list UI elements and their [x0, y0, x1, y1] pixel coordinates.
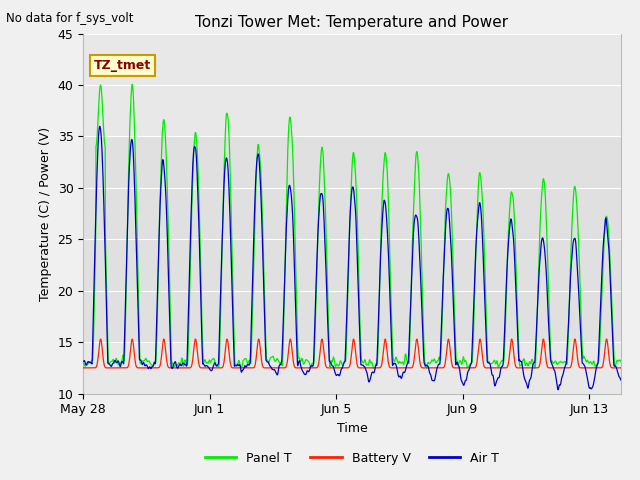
Text: No data for f_sys_volt: No data for f_sys_volt	[6, 12, 134, 25]
X-axis label: Time: Time	[337, 422, 367, 435]
Bar	[83, 136, 621, 342]
Y-axis label: Temperature (C) / Power (V): Temperature (C) / Power (V)	[39, 127, 52, 300]
Title: Tonzi Tower Met: Temperature and Power: Tonzi Tower Met: Temperature and Power	[195, 15, 509, 30]
Text: TZ_tmet: TZ_tmet	[94, 59, 151, 72]
Legend: Panel T, Battery V, Air T: Panel T, Battery V, Air T	[200, 447, 504, 469]
